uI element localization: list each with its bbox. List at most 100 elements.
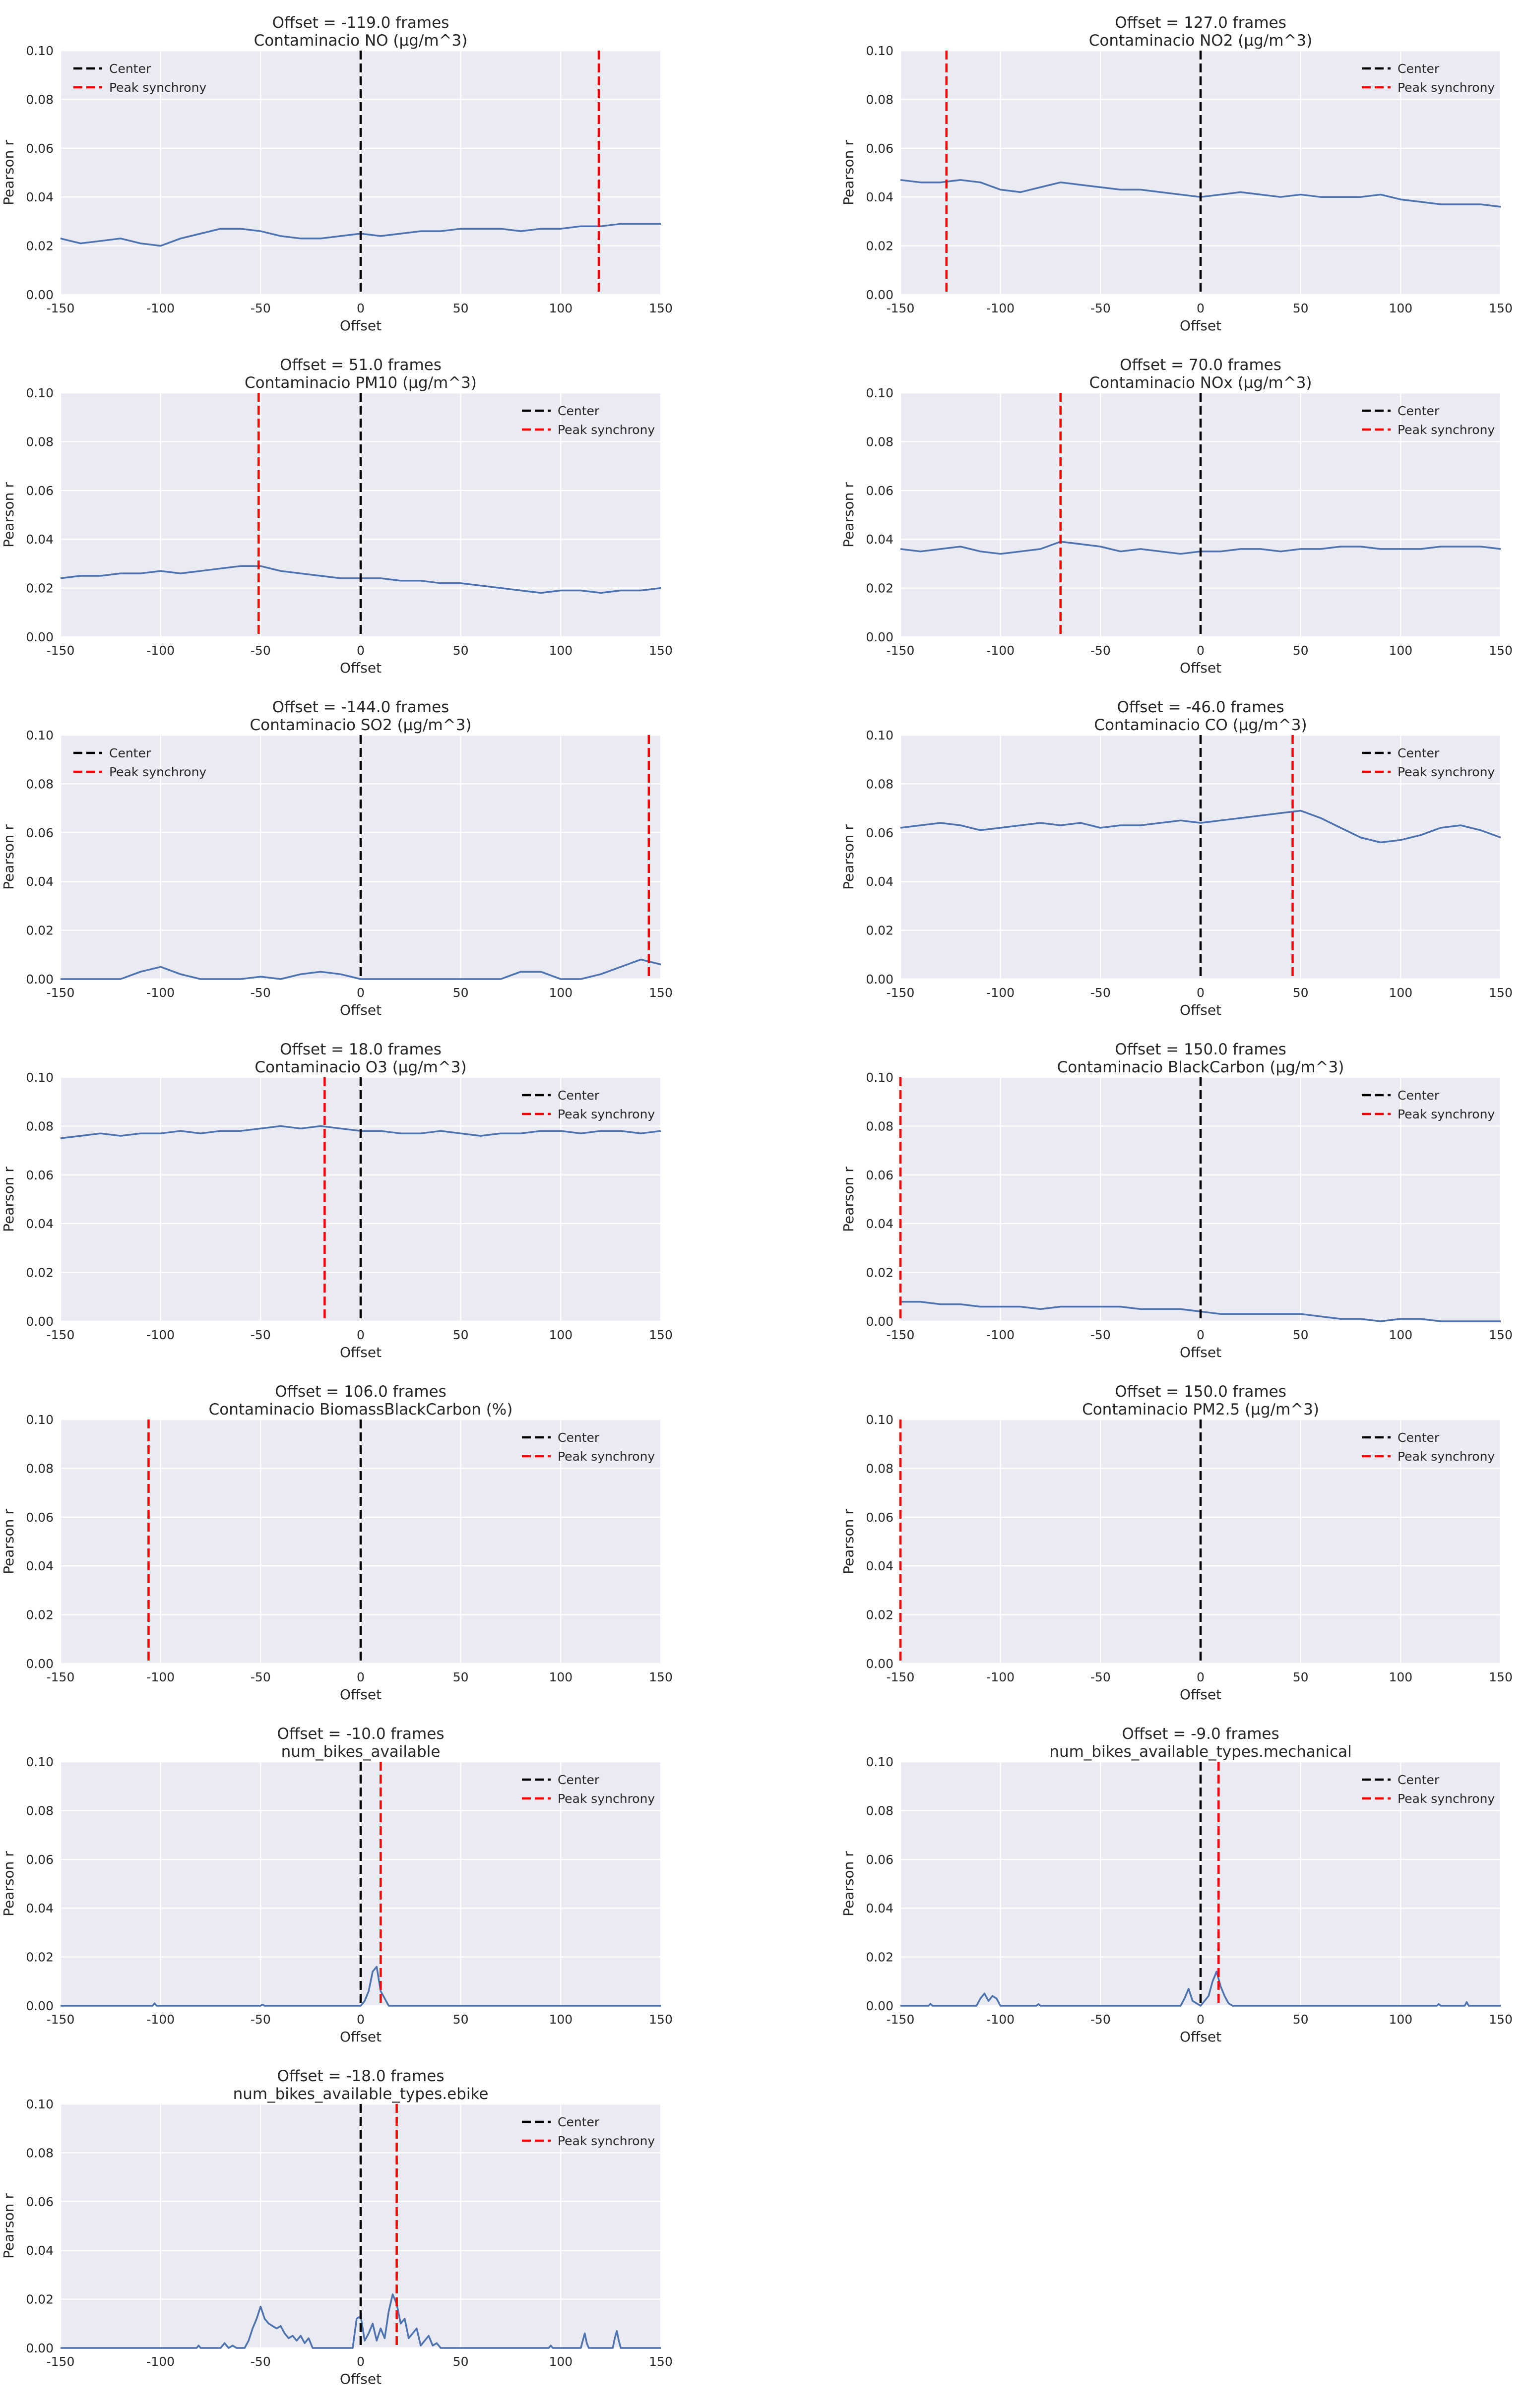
- y-tick-label: 0.08: [866, 434, 893, 449]
- chart-subtitle: Contaminacio NO (μg/m^3): [254, 32, 468, 50]
- x-tick-label: -150: [47, 1670, 75, 1684]
- chart-subtitle: Contaminacio SO2 (μg/m^3): [250, 716, 472, 734]
- chart-title: Offset = 18.0 frames: [280, 1041, 442, 1058]
- chart-panel-13: -150 -100 -50 0 50 100 150 0.00 0.02 0.04 0.06 0.08…: [0, 2067, 673, 2387]
- x-tick-label: -50: [251, 2354, 271, 2369]
- y-tick-label: 0.00: [866, 288, 893, 302]
- x-axis-label: Offset: [340, 1344, 382, 1360]
- y-axis-label: Pearson r: [0, 1851, 17, 1916]
- y-tick-label: 0.08: [26, 2146, 54, 2160]
- y-tick-label: 0.06: [866, 1510, 893, 1525]
- y-tick-label: 0.02: [26, 1266, 54, 1280]
- y-tick-label: 0.08: [866, 92, 893, 107]
- y-axis-label: Pearson r: [0, 140, 17, 205]
- legend-peak-label: Peak synchrony: [558, 1449, 655, 1464]
- x-tick-label: 100: [549, 301, 573, 315]
- x-tick-label: -150: [887, 643, 915, 658]
- x-tick-label: -150: [47, 2012, 75, 2027]
- x-tick-label: -50: [1090, 643, 1111, 658]
- chart-subtitle: Contaminacio PM10 (μg/m^3): [245, 374, 477, 392]
- y-tick-label: 0.04: [866, 1559, 893, 1573]
- x-axis-label: Offset: [1180, 1344, 1221, 1360]
- y-tick-label: 0.02: [26, 2292, 54, 2307]
- chart-subtitle: Contaminacio PM2.5 (μg/m^3): [1082, 1401, 1319, 1419]
- x-tick-label: 0: [1197, 301, 1205, 315]
- x-tick-label: -150: [47, 301, 75, 315]
- y-tick-label: 0.04: [26, 1901, 54, 1915]
- x-tick-label: -100: [986, 2012, 1015, 2027]
- legend-peak-label: Peak synchrony: [1398, 1791, 1495, 1806]
- x-tick-label: 0: [357, 1670, 365, 1684]
- x-tick-label: 0: [357, 2012, 365, 2027]
- y-tick-label: 0.06: [866, 1852, 893, 1867]
- legend-peak-label: Peak synchrony: [1398, 423, 1495, 437]
- legend-center-label: Center: [109, 62, 151, 76]
- x-tick-label: -100: [986, 1670, 1015, 1684]
- y-tick-label: 0.00: [866, 1999, 893, 2013]
- legend-center-label: Center: [1398, 1088, 1440, 1103]
- x-tick-label: -100: [146, 1328, 175, 1342]
- y-axis-label: Pearson r: [0, 1167, 17, 1232]
- x-tick-label: -50: [251, 2012, 271, 2027]
- x-tick-label: -150: [887, 1670, 915, 1684]
- y-tick-label: 0.00: [26, 1314, 54, 1329]
- x-tick-label: -50: [1090, 1328, 1111, 1342]
- chart-subtitle: num_bikes_available_types.ebike: [233, 2085, 489, 2103]
- legend-center-label: Center: [558, 1773, 600, 1787]
- x-tick-label: 0: [1197, 986, 1205, 1000]
- y-tick-label: 0.10: [26, 386, 54, 400]
- x-axis-label: Offset: [340, 317, 382, 334]
- x-tick-label: -100: [146, 986, 175, 1000]
- chart-title: Offset = 150.0 frames: [1115, 1383, 1286, 1401]
- y-tick-label: 0.02: [26, 581, 54, 596]
- legend-center-label: Center: [1398, 1773, 1440, 1787]
- x-tick-label: 150: [1489, 301, 1513, 315]
- x-tick-label: 150: [649, 2354, 673, 2369]
- x-tick-label: 50: [1293, 1328, 1309, 1342]
- x-tick-label: -50: [251, 301, 271, 315]
- x-tick-label: 50: [453, 986, 469, 1000]
- x-tick-label: 150: [1489, 986, 1513, 1000]
- x-tick-label: 150: [649, 1328, 673, 1342]
- x-tick-label: 100: [549, 986, 573, 1000]
- chart-panel-9: -150 -100 -50 0 50 100 150 0.00 0.02 0.04 0.06 0.08…: [0, 1383, 673, 1703]
- legend-center-label: Center: [558, 404, 600, 418]
- chart-title: Offset = -10.0 frames: [277, 1725, 445, 1743]
- chart-title: Offset = -119.0 frames: [272, 14, 449, 32]
- x-tick-label: 0: [1197, 2012, 1205, 2027]
- x-tick-label: -50: [251, 1328, 271, 1342]
- x-axis-label: Offset: [1180, 317, 1221, 334]
- x-tick-label: -150: [887, 2012, 915, 2027]
- y-tick-label: 0.06: [26, 484, 54, 498]
- x-tick-label: -150: [47, 986, 75, 1000]
- chart-subtitle: Contaminacio BiomassBlackCarbon (%): [209, 1401, 513, 1419]
- y-tick-label: 0.02: [866, 1266, 893, 1280]
- series-line: [61, 2293, 661, 2349]
- x-axis-label: Offset: [340, 2029, 382, 2045]
- x-tick-label: 50: [453, 643, 469, 658]
- y-tick-label: 0.04: [866, 874, 893, 889]
- chart-title: Offset = 150.0 frames: [1115, 1041, 1286, 1058]
- y-tick-label: 0.00: [866, 972, 893, 987]
- y-tick-label: 0.00: [26, 1999, 54, 2013]
- chart-subtitle: num_bikes_available: [281, 1743, 441, 1761]
- x-axis-label: Offset: [340, 2371, 382, 2387]
- chart-panel-6: -150 -100 -50 0 50 100 150 0.00 0.02 0.04 0.06 0.08…: [840, 698, 1513, 1018]
- y-tick-label: 0.08: [26, 1461, 54, 1476]
- y-axis-label: Pearson r: [0, 824, 17, 890]
- x-tick-label: -150: [887, 1328, 915, 1342]
- x-tick-label: -50: [1090, 301, 1111, 315]
- y-tick-label: 0.04: [26, 2243, 54, 2258]
- y-tick-label: 0.08: [26, 92, 54, 107]
- legend-peak-label: Peak synchrony: [558, 2134, 655, 2148]
- x-tick-label: 100: [549, 1670, 573, 1684]
- y-tick-label: 0.10: [866, 386, 893, 400]
- legend-peak-label: Peak synchrony: [1398, 80, 1495, 95]
- y-tick-label: 0.06: [26, 826, 54, 840]
- y-tick-label: 0.06: [866, 1168, 893, 1182]
- chart-subtitle: Contaminacio O3 (μg/m^3): [255, 1058, 466, 1076]
- chart-panel-11: -150 -100 -50 0 50 100 150 0.00 0.02 0.04 0.06 0.08…: [0, 1725, 673, 2045]
- x-tick-label: 150: [649, 643, 673, 658]
- x-tick-label: -50: [1090, 1670, 1111, 1684]
- x-tick-label: -150: [47, 1328, 75, 1342]
